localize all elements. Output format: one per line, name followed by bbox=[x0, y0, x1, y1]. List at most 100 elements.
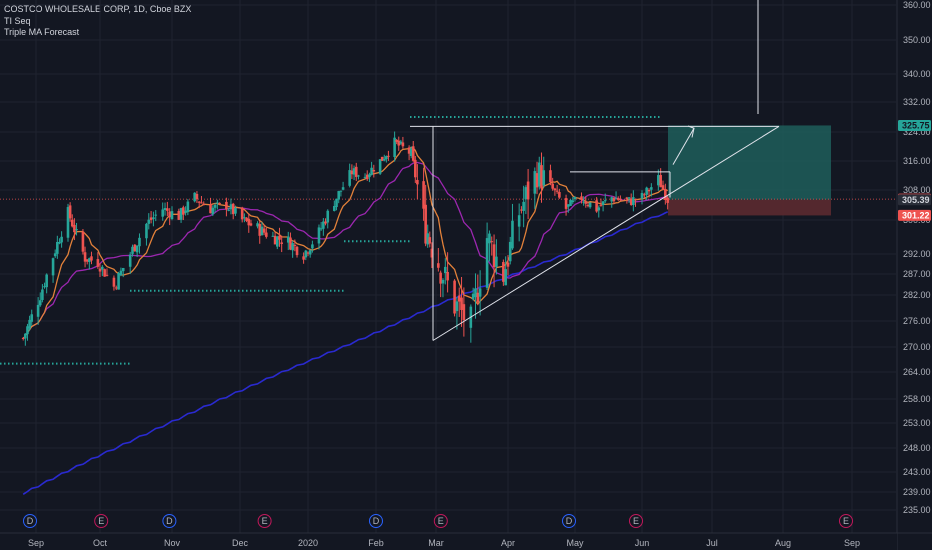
candle-body bbox=[485, 238, 489, 288]
candle-body bbox=[640, 193, 644, 199]
candle-body bbox=[517, 215, 521, 227]
candle-body bbox=[650, 187, 653, 190]
candle-body bbox=[85, 259, 89, 262]
event-marker-label: D bbox=[373, 516, 380, 526]
time-tick-label: Jul bbox=[706, 538, 718, 548]
candle-body bbox=[83, 252, 87, 262]
candle-body bbox=[416, 179, 419, 185]
price-tick-label: 235.00 bbox=[903, 505, 931, 515]
candle-body bbox=[612, 197, 616, 202]
candle-body bbox=[38, 300, 42, 306]
candle-body bbox=[382, 158, 386, 161]
candle-body bbox=[322, 221, 325, 229]
candle-body bbox=[584, 201, 588, 204]
price-tick-label: 264.00 bbox=[903, 367, 931, 377]
candle-body bbox=[610, 197, 614, 202]
indicator-triple-ma[interactable]: Triple MA Forecast bbox=[4, 27, 80, 37]
time-axis-bg bbox=[0, 533, 897, 550]
candle-body bbox=[526, 181, 530, 200]
candle-body bbox=[495, 256, 498, 267]
candle-body bbox=[117, 273, 120, 290]
price-tick-label: 332.00 bbox=[903, 97, 931, 107]
candle-body bbox=[335, 198, 338, 208]
time-tick-label: Dec bbox=[232, 538, 249, 548]
candle-body bbox=[567, 204, 570, 207]
candle-body bbox=[357, 175, 360, 177]
candle-body bbox=[225, 201, 228, 210]
event-marker-label: D bbox=[27, 516, 34, 526]
candle-body bbox=[401, 142, 405, 147]
candle-body bbox=[558, 191, 561, 198]
candle-body bbox=[441, 279, 445, 284]
candle-body bbox=[154, 214, 158, 216]
candle-body bbox=[258, 224, 262, 236]
candle-body bbox=[247, 218, 251, 226]
indicator-ti-seq[interactable]: TI Seq bbox=[4, 15, 31, 26]
candle-body bbox=[184, 210, 187, 213]
candle-body bbox=[128, 254, 132, 267]
candle-body bbox=[278, 235, 281, 240]
price-axis-bg bbox=[897, 0, 932, 550]
candle-body bbox=[53, 253, 57, 257]
candle-body bbox=[68, 205, 72, 219]
dividend-marker bbox=[562, 514, 576, 528]
candle-body bbox=[580, 196, 583, 201]
candle-body bbox=[540, 165, 543, 189]
candle-body bbox=[245, 217, 248, 221]
candle-body bbox=[446, 271, 449, 281]
candle-body bbox=[105, 274, 109, 276]
ma-slow-line bbox=[22, 211, 669, 495]
event-marker-label: E bbox=[633, 516, 639, 526]
price-tick-label: 287.00 bbox=[903, 269, 931, 279]
time-tick-label: Oct bbox=[93, 538, 108, 548]
candle-body bbox=[535, 173, 539, 188]
candle-body bbox=[24, 333, 27, 339]
candle-body bbox=[387, 155, 390, 157]
candle-body bbox=[131, 246, 134, 254]
ma-fast-line bbox=[22, 146, 668, 339]
time-tick-label: 2020 bbox=[298, 538, 318, 548]
candle-body bbox=[112, 277, 116, 287]
price-tick-label: 308.00 bbox=[903, 185, 931, 195]
price-tag-label-target: 325.75 bbox=[902, 121, 930, 131]
candle-body bbox=[439, 272, 442, 284]
candle-body bbox=[286, 236, 290, 243]
candle-body bbox=[56, 241, 59, 254]
symbol-title[interactable]: COSTCO WHOLESALE CORP, 1D, Cboe BZX bbox=[4, 4, 192, 14]
chart-legend: COSTCO WHOLESALE CORP, 1D, Cboe BZX TI S… bbox=[4, 4, 191, 39]
candle-body bbox=[81, 231, 85, 252]
price-tick-label: 253.00 bbox=[903, 418, 931, 428]
candle-body bbox=[229, 204, 233, 210]
candle-body bbox=[350, 170, 354, 175]
time-tick-label: Mar bbox=[428, 538, 444, 548]
candle-body bbox=[96, 259, 100, 267]
candle-body bbox=[138, 237, 141, 247]
candle-body bbox=[522, 201, 525, 211]
price-tick-label: 248.00 bbox=[903, 443, 931, 453]
candle-body bbox=[395, 139, 398, 142]
candle-body bbox=[549, 170, 552, 183]
candle-body bbox=[664, 189, 667, 200]
candle-body bbox=[407, 147, 411, 154]
candle-body bbox=[616, 198, 620, 200]
candle-body bbox=[262, 228, 266, 233]
candle-body bbox=[380, 156, 384, 161]
candle-body bbox=[397, 140, 401, 146]
candle-body bbox=[533, 171, 537, 194]
candle-body bbox=[326, 210, 330, 223]
event-marker-label: E bbox=[262, 516, 268, 526]
event-marker-label: E bbox=[843, 516, 849, 526]
candle-body bbox=[422, 181, 425, 209]
target-zone bbox=[668, 125, 831, 200]
candle-body bbox=[453, 280, 456, 314]
candle-body bbox=[474, 288, 477, 298]
candle-body bbox=[555, 190, 559, 192]
candle-body bbox=[666, 197, 669, 203]
candle-body bbox=[657, 175, 660, 186]
candle-body bbox=[152, 217, 155, 219]
candle-body bbox=[632, 197, 635, 206]
candle-body bbox=[393, 137, 396, 158]
candle-body bbox=[234, 208, 237, 214]
candle-body bbox=[73, 224, 76, 233]
